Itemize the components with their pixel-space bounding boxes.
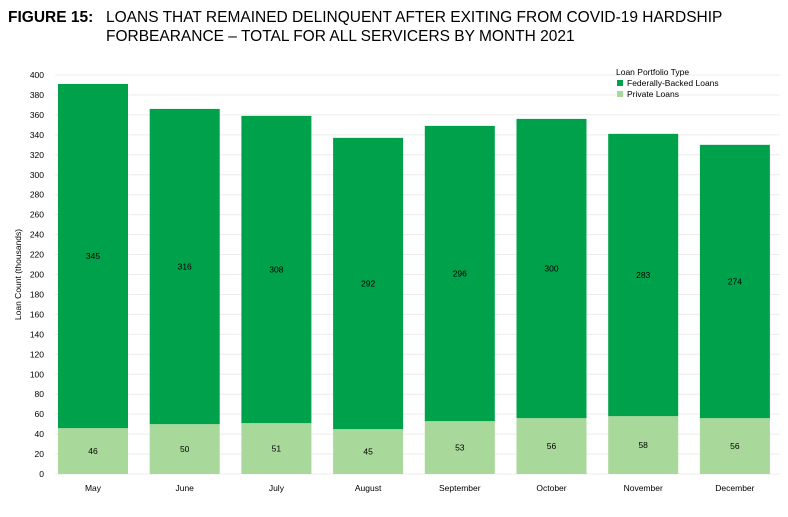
y-tick-label: 200 (30, 270, 44, 280)
bar-federal-june (149, 108, 220, 425)
y-tick-label: 160 (30, 309, 44, 319)
bar-federal-august (333, 137, 404, 430)
y-axis-label: Loan Count (thousands) (13, 229, 23, 320)
data-label-private: 50 (180, 444, 190, 454)
y-tick-label: 180 (30, 289, 44, 299)
x-tick-label: August (355, 483, 382, 493)
bar-private-june (149, 424, 220, 474)
y-tick-label: 120 (30, 349, 44, 359)
data-label-private: 53 (455, 443, 465, 453)
data-label-federal: 292 (361, 278, 375, 288)
data-label-federal: 283 (636, 270, 650, 280)
bar-private-december (699, 418, 770, 474)
y-tick-label: 300 (30, 170, 44, 180)
y-tick-label: 60 (35, 409, 45, 419)
bar-private-july (241, 423, 312, 474)
y-tick-label: 20 (35, 449, 45, 459)
figure-title-line-1: LOANS THAT REMAINED DELINQUENT AFTER EXI… (106, 9, 723, 26)
y-tick-label: 260 (30, 210, 44, 220)
legend-label-private: Private Loans (627, 89, 679, 99)
data-label-federal: 274 (728, 276, 742, 286)
y-tick-label: 100 (30, 369, 44, 379)
y-tick-label: 360 (30, 110, 44, 120)
y-tick-label: 40 (35, 429, 45, 439)
data-label-federal: 296 (453, 269, 467, 279)
y-tick-label: 320 (30, 150, 44, 160)
data-label-federal: 308 (269, 265, 283, 275)
legend-title: Loan Portfolio Type (616, 67, 689, 77)
data-label-federal: 345 (86, 251, 100, 261)
bar-private-may (58, 428, 128, 474)
data-label-federal: 300 (544, 264, 558, 274)
y-tick-label: 240 (30, 230, 44, 240)
y-tick-label: 340 (30, 130, 44, 140)
bar-federal-july (241, 115, 312, 424)
legend-swatch-private (617, 91, 623, 97)
bar-federal-may (58, 83, 128, 429)
x-tick-label: November (624, 483, 663, 493)
data-label-private: 56 (730, 441, 740, 451)
y-tick-label: 0 (39, 469, 44, 479)
figure-title-text: LOANS THAT REMAINED DELINQUENT AFTER EXI… (106, 8, 766, 46)
x-tick-label: July (269, 483, 285, 493)
bar-federal-november (608, 133, 679, 417)
bar-private-november (608, 416, 679, 474)
data-label-private: 56 (547, 441, 557, 451)
bar-private-august (333, 429, 404, 474)
x-tick-label: June (175, 483, 194, 493)
data-label-federal: 316 (178, 262, 192, 272)
legend-swatch-federal (617, 80, 623, 86)
data-label-private: 58 (638, 440, 648, 450)
y-tick-label: 280 (30, 190, 44, 200)
x-tick-label: December (715, 483, 754, 493)
data-label-private: 45 (363, 447, 373, 457)
bar-federal-december (699, 144, 770, 419)
legend-label-federal: Federally-Backed Loans (627, 78, 719, 88)
y-tick-label: 400 (30, 70, 44, 80)
x-tick-label: May (85, 483, 102, 493)
y-tick-label: 220 (30, 250, 44, 260)
figure-title-line-2: FORBEARANCE – TOTAL FOR ALL SERVICERS BY… (106, 28, 575, 45)
y-tick-label: 80 (35, 389, 45, 399)
x-tick-label: October (536, 483, 566, 493)
y-tick-label: 140 (30, 329, 44, 339)
bar-federal-september (424, 125, 495, 422)
bar-federal-october (516, 118, 587, 419)
bar-private-october (516, 418, 587, 474)
x-tick-label: September (439, 483, 481, 493)
figure-label: FIGURE 15: (8, 9, 94, 26)
bar-private-september (424, 421, 495, 474)
data-label-private: 51 (272, 444, 282, 454)
y-tick-label: 380 (30, 90, 44, 100)
data-label-private: 46 (88, 446, 98, 456)
